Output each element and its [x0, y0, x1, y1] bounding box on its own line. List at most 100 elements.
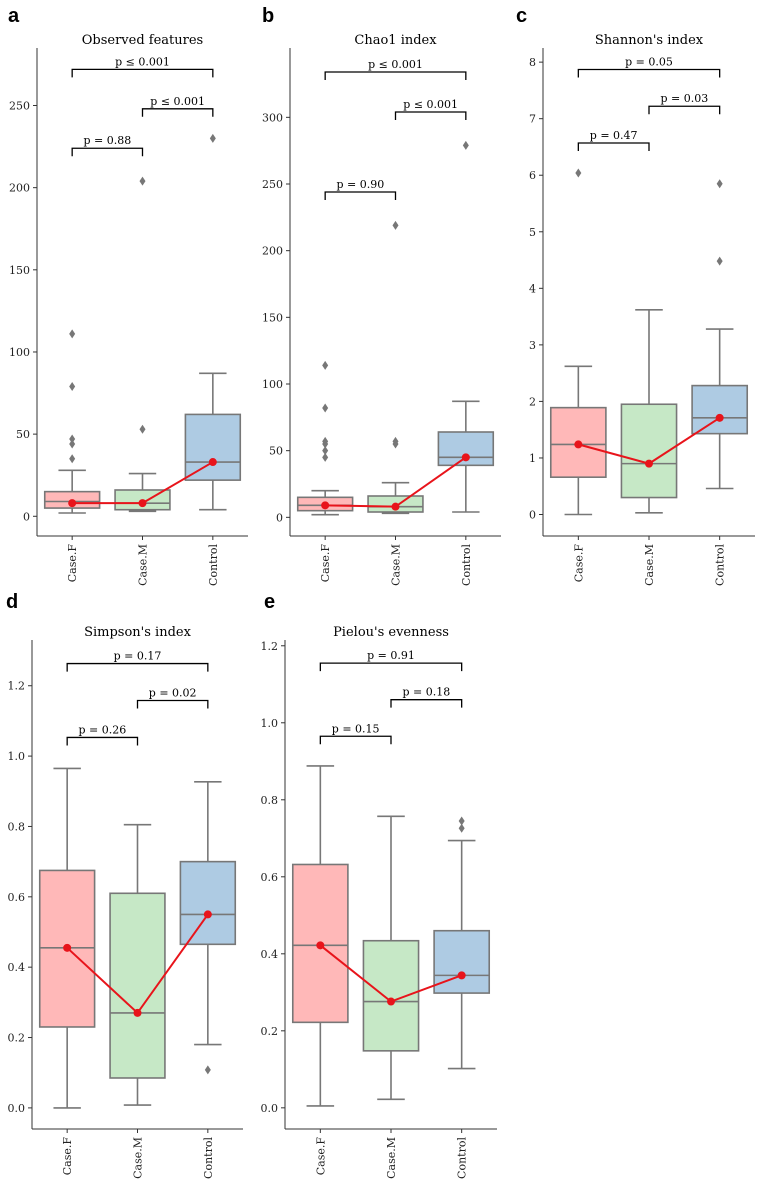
mean-point	[321, 501, 330, 510]
significance-bracket	[390, 699, 463, 708]
category-label: Control	[456, 1137, 469, 1179]
category-label: Control	[202, 1137, 215, 1179]
box-case-f	[43, 329, 101, 514]
y-tick-label: 50	[269, 445, 283, 458]
p-value-label: p = 0.03	[660, 92, 708, 105]
box-control	[691, 179, 749, 490]
mean-point	[387, 997, 395, 1006]
box-case-f	[296, 360, 354, 516]
category-label: Case.M	[385, 1137, 398, 1179]
p-value-label: p = 0.18	[402, 686, 450, 699]
y-tick-label: 0	[276, 511, 283, 524]
outlier-point	[322, 360, 329, 370]
panel-title: Shannon's index	[595, 33, 704, 48]
box-case-m	[367, 220, 424, 515]
mean-point	[68, 499, 77, 508]
box-control	[433, 816, 491, 1070]
significance-bracket	[577, 68, 721, 78]
y-tick-label: 0	[23, 510, 30, 523]
category-label: Case.F	[319, 544, 332, 583]
y-tick-label: 0.8	[8, 820, 26, 833]
mean-point	[133, 1008, 142, 1017]
significance-bracket	[71, 68, 214, 78]
box-case-f	[549, 168, 607, 516]
significance-bracket	[66, 736, 139, 746]
y-tick-label: 100	[262, 378, 283, 391]
mean-point	[457, 971, 466, 980]
y-tick-label: 3	[529, 339, 536, 352]
y-tick-label: 5	[529, 226, 536, 239]
category-label: Case.M	[132, 1137, 145, 1179]
p-value-label: p ≤ 0.001	[403, 98, 458, 111]
p-value-label: p ≤ 0.001	[115, 55, 170, 68]
panel-d: d Simpson's index 0.0 0.2 0.4 0.6 0.8 1.0 1.2 Cas…	[6, 591, 243, 1179]
p-value-label: p = 0.05	[625, 55, 673, 68]
box-control	[184, 133, 242, 511]
panel-c: c Shannon's index 0 1 2 3 4 5 6 7 8 Case.F Case.M Con…	[516, 5, 755, 586]
p-value-label: p = 0.17	[114, 650, 162, 663]
outlier-point	[69, 381, 76, 391]
y-tick-label: 0.2	[8, 1032, 26, 1045]
box-case-m	[114, 176, 171, 513]
mean-point	[574, 440, 583, 449]
category-label: Control	[714, 544, 727, 586]
significance-bracket	[648, 105, 721, 115]
y-tick-label: 0.4	[261, 948, 279, 961]
category-label: Case.M	[643, 544, 656, 586]
panel-letter: c	[516, 5, 527, 27]
y-tick-label: 0.6	[261, 871, 279, 884]
y-tick-label: 150	[9, 264, 30, 277]
category-label: Case.F	[314, 1137, 327, 1176]
y-tick-label: 0.0	[8, 1102, 26, 1115]
panel-a: a Observed features 0 50 100 150 200 250 Case.F C…	[8, 5, 248, 586]
p-value-label: p ≤ 0.001	[368, 58, 423, 71]
category-label: Case.F	[61, 1137, 74, 1176]
outlier-point	[204, 1065, 211, 1075]
significance-bracket	[66, 662, 209, 672]
p-value-label: p = 0.15	[332, 722, 380, 735]
box-case-m	[362, 815, 420, 1101]
box-case-f	[38, 767, 96, 1109]
significance-bracket	[71, 147, 144, 157]
y-tick-label: 250	[9, 100, 30, 113]
box-case-m	[109, 823, 166, 1106]
mean-point	[715, 413, 724, 422]
significance-bracket	[324, 71, 467, 80]
significance-bracket	[319, 735, 392, 745]
mean-point	[203, 910, 212, 919]
outlier-point	[139, 176, 146, 186]
p-value-label: p ≤ 0.001	[150, 95, 205, 108]
outlier-point	[69, 454, 76, 464]
panel-title: Chao1 index	[354, 33, 437, 48]
panel-e: e Pielou's evenness 0.0 0.2 0.4 0.6 0.8 1.0 1.2 C…	[261, 591, 497, 1179]
outlier-point	[139, 424, 146, 434]
y-tick-label: 0	[529, 509, 536, 522]
category-label: Case.F	[66, 544, 79, 583]
outlier-point	[462, 140, 469, 150]
mean-point	[461, 453, 470, 462]
outlier-point	[322, 452, 329, 462]
mean-point	[138, 499, 147, 508]
panel-letter: a	[8, 5, 20, 27]
significance-bracket	[136, 699, 209, 709]
outlier-point	[69, 329, 76, 339]
p-value-label: p = 0.91	[367, 649, 415, 662]
y-tick-label: 6	[529, 169, 536, 182]
y-tick-label: 50	[16, 428, 30, 441]
category-label: Control	[460, 544, 473, 586]
y-tick-label: 8	[529, 56, 536, 69]
y-tick-label: 0.0	[261, 1102, 279, 1115]
mean-point	[391, 502, 400, 511]
y-tick-label: 1	[529, 452, 536, 465]
iqr-box	[179, 860, 237, 946]
y-tick-label: 100	[9, 346, 30, 359]
p-value-label: p = 0.26	[78, 723, 126, 736]
y-tick-label: 250	[262, 178, 283, 191]
p-value-label: p = 0.47	[590, 129, 638, 142]
panel-title: Simpson's index	[84, 625, 192, 640]
iqr-box	[691, 384, 749, 435]
significance-bracket	[577, 142, 650, 151]
y-tick-label: 0.4	[8, 961, 26, 974]
iqr-box	[362, 939, 420, 1052]
outlier-point	[392, 436, 399, 446]
